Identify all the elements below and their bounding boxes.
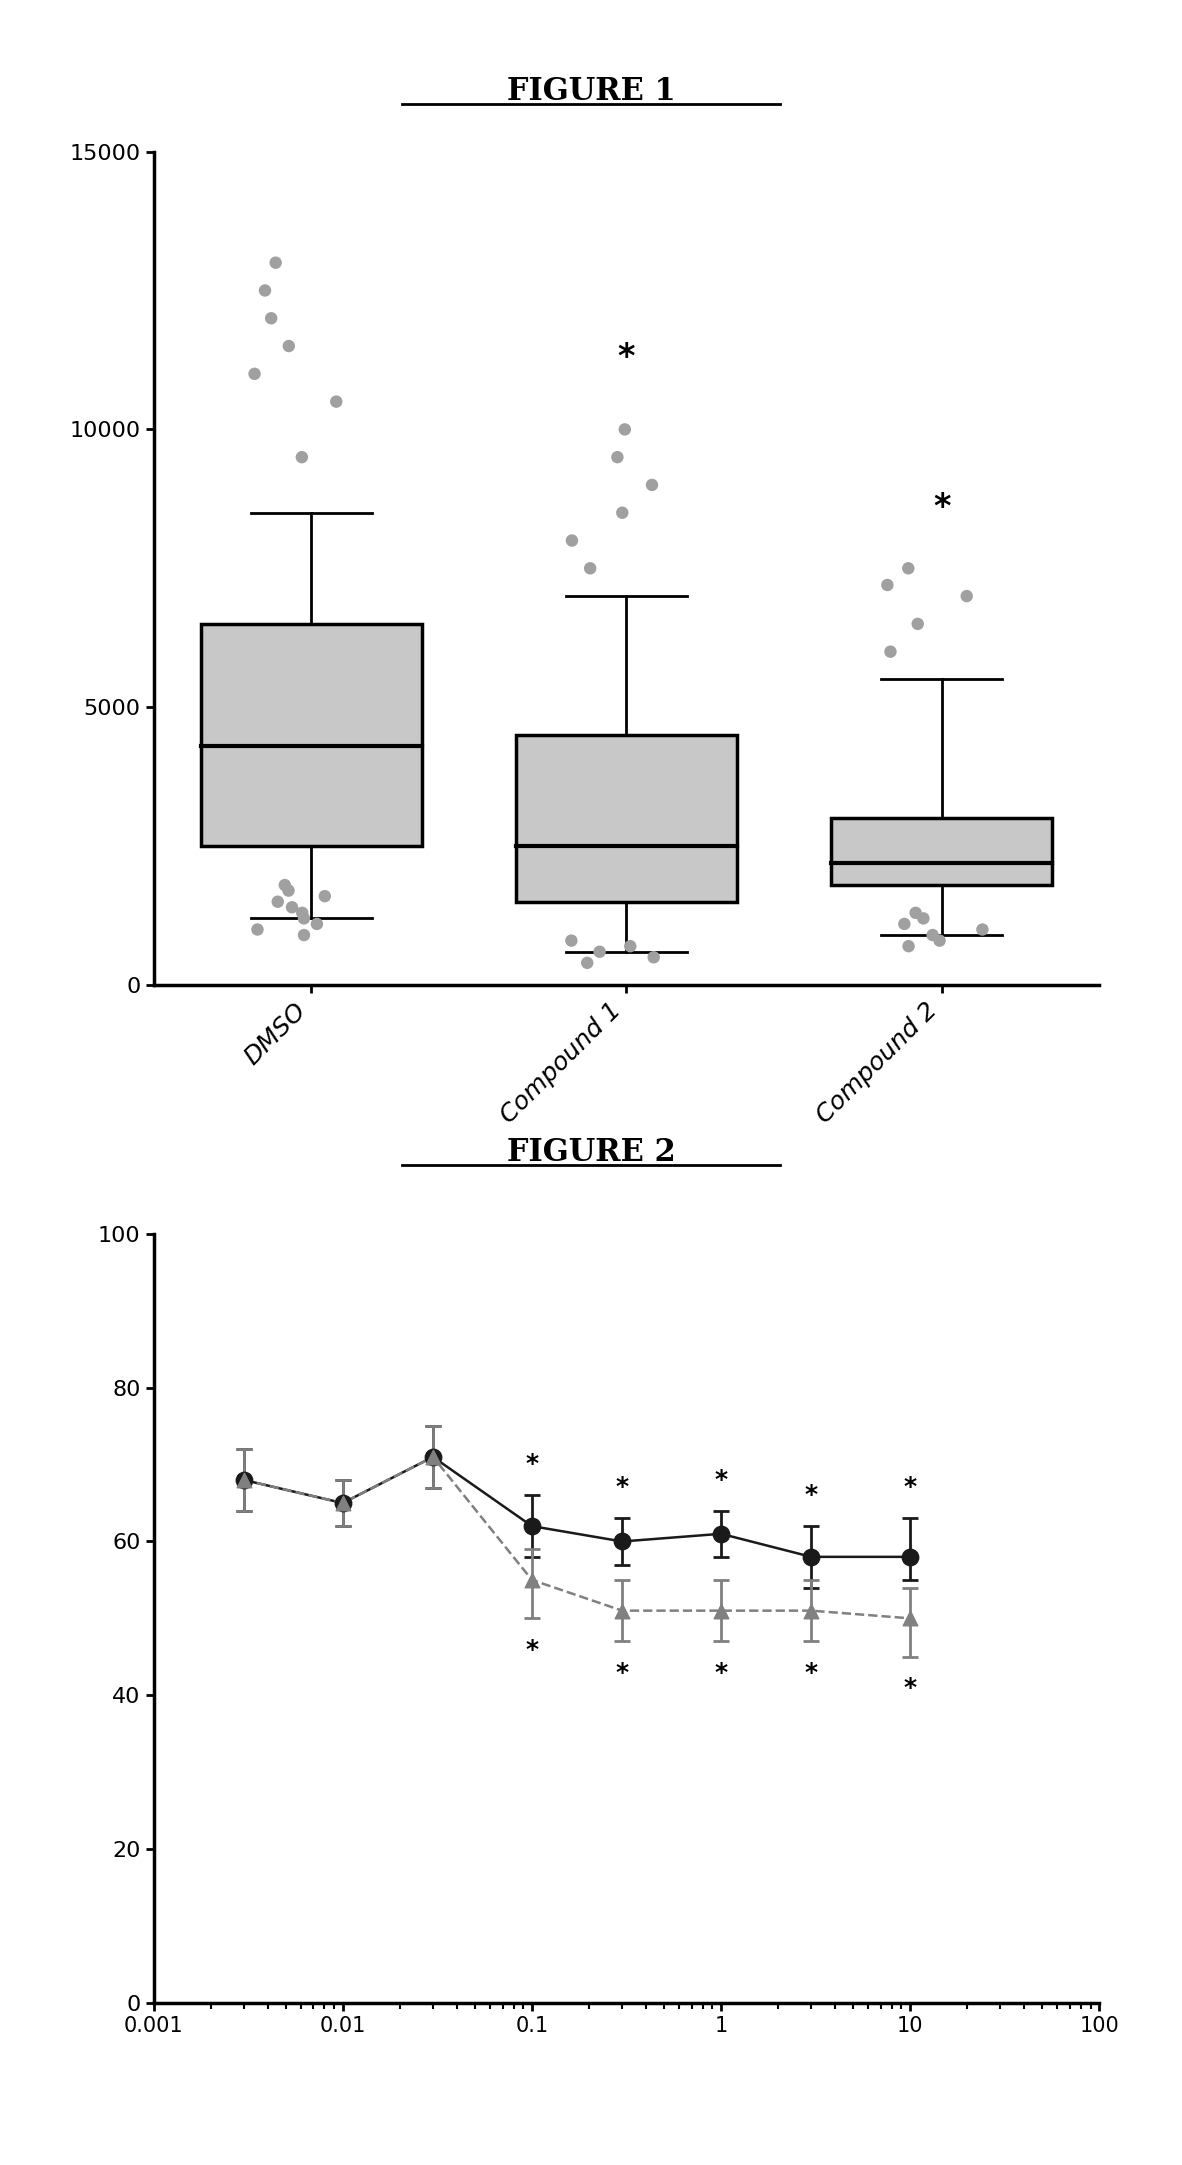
Text: *: *	[616, 1661, 629, 1684]
Point	[333, 1485, 352, 1520]
Point	[266, 245, 285, 279]
Point	[957, 578, 976, 613]
Point	[895, 907, 914, 942]
Text: *: *	[903, 1676, 917, 1700]
Point	[712, 1593, 730, 1628]
Point	[275, 868, 294, 903]
Point	[522, 1563, 541, 1598]
Point	[261, 301, 280, 336]
Point	[333, 1485, 352, 1520]
Point	[612, 496, 631, 530]
Text: *: *	[618, 340, 635, 375]
Point	[923, 918, 942, 953]
Point	[914, 901, 933, 935]
Point	[292, 439, 311, 474]
Text: *: *	[933, 491, 950, 524]
Point	[643, 468, 662, 502]
Point	[712, 1516, 730, 1550]
Point	[522, 1509, 541, 1544]
Point	[878, 567, 897, 602]
Point	[898, 552, 917, 587]
Point	[578, 946, 597, 981]
Point	[930, 922, 949, 957]
Bar	[201, 624, 422, 847]
Point	[294, 901, 313, 935]
Point	[563, 524, 582, 559]
Point	[644, 940, 663, 974]
Point	[561, 922, 580, 957]
Point	[234, 1464, 253, 1498]
Point	[423, 1440, 442, 1474]
Point	[608, 439, 626, 474]
Point	[282, 890, 301, 924]
Point	[621, 929, 639, 963]
Point	[248, 911, 267, 946]
Text: *: *	[714, 1661, 728, 1684]
Point	[294, 918, 313, 953]
Bar	[517, 736, 736, 901]
Point	[307, 907, 326, 942]
Text: *: *	[525, 1453, 539, 1477]
Point	[901, 1539, 920, 1574]
Point	[801, 1539, 820, 1574]
Point	[616, 411, 635, 446]
Point	[245, 357, 264, 392]
Bar	[831, 818, 1052, 885]
Point	[908, 606, 927, 641]
Text: FIGURE 2: FIGURE 2	[507, 1137, 675, 1167]
Point	[901, 1602, 920, 1637]
Text: FIGURE 1: FIGURE 1	[507, 76, 675, 106]
Point	[279, 329, 298, 364]
Point	[580, 552, 599, 587]
Point	[255, 273, 274, 307]
Text: *: *	[714, 1468, 728, 1492]
Point	[590, 935, 609, 970]
Point	[900, 929, 918, 963]
Text: *: *	[616, 1474, 629, 1498]
Text: *: *	[903, 1474, 917, 1498]
Point	[279, 872, 298, 907]
Point	[881, 634, 900, 669]
Point	[326, 385, 345, 420]
Point	[612, 1524, 631, 1559]
Point	[234, 1464, 253, 1498]
Text: *: *	[805, 1483, 818, 1507]
Point	[268, 883, 287, 918]
Point	[907, 896, 926, 931]
Point	[423, 1440, 442, 1474]
Point	[293, 896, 312, 931]
Point	[973, 911, 992, 946]
Point	[316, 879, 335, 914]
Point	[801, 1593, 820, 1628]
Text: *: *	[805, 1661, 818, 1684]
Text: *: *	[525, 1637, 539, 1661]
Point	[612, 1593, 631, 1628]
